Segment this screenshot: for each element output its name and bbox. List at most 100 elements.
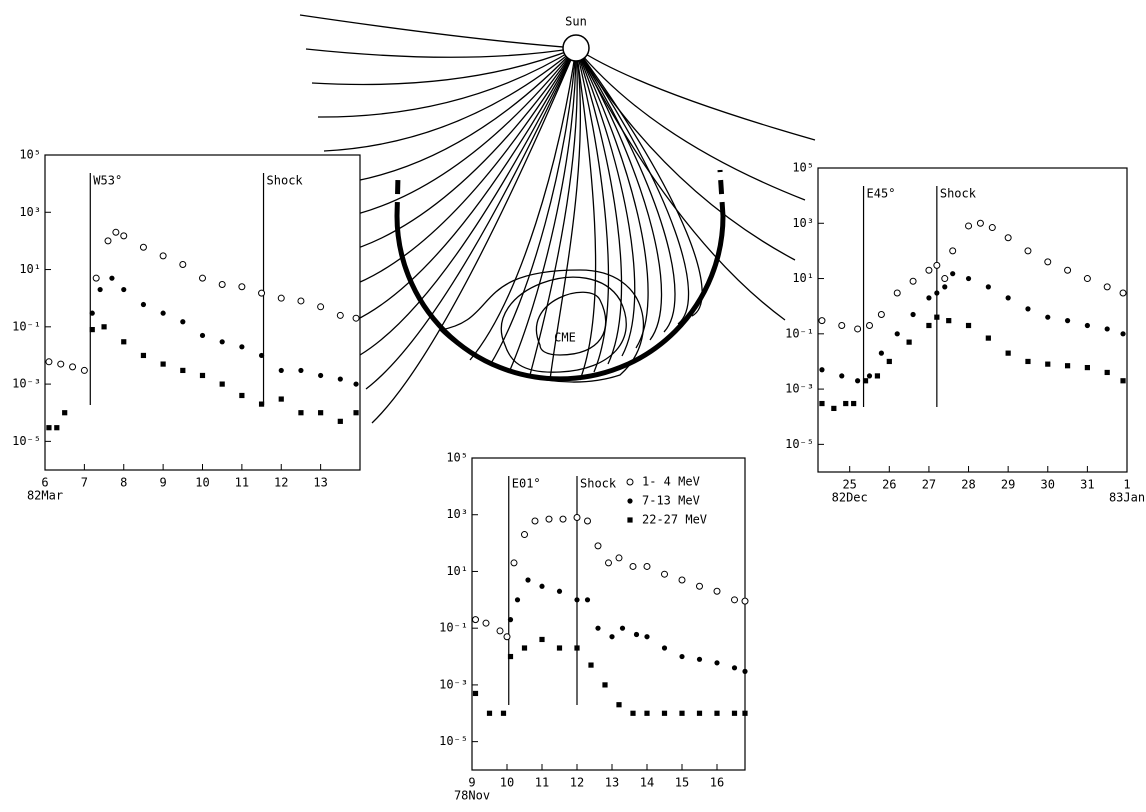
data-point bbox=[317, 303, 325, 311]
data-point bbox=[831, 405, 837, 412]
data-point bbox=[507, 653, 514, 660]
field-line bbox=[341, 47, 577, 254]
data-point bbox=[886, 358, 892, 365]
field-line bbox=[575, 47, 663, 341]
data-point bbox=[556, 645, 563, 651]
data-point bbox=[1064, 318, 1071, 324]
data-point bbox=[219, 339, 225, 345]
data-point bbox=[353, 381, 359, 387]
field-line bbox=[575, 47, 649, 349]
x-tick-label: 29 bbox=[1001, 478, 1015, 492]
x-tick-label: 9 bbox=[468, 776, 475, 790]
y-tick-label: 10³ bbox=[792, 216, 814, 230]
data-point bbox=[906, 339, 912, 345]
field-line bbox=[323, 47, 577, 152]
data-point bbox=[946, 318, 952, 324]
data-point bbox=[1045, 314, 1051, 320]
field-line bbox=[575, 47, 597, 381]
data-point bbox=[539, 636, 545, 643]
x-tick-label: 13 bbox=[313, 476, 327, 490]
data-point bbox=[140, 301, 147, 308]
x-tick-label: 30 bbox=[1041, 478, 1055, 492]
data-point bbox=[934, 314, 940, 320]
data-point bbox=[496, 627, 504, 635]
field-line bbox=[575, 47, 703, 317]
data-point bbox=[985, 335, 991, 341]
data-point bbox=[318, 410, 324, 416]
data-point bbox=[238, 283, 246, 291]
data-point bbox=[482, 619, 490, 627]
data-point bbox=[1044, 258, 1052, 266]
data-point bbox=[714, 660, 720, 666]
data-point bbox=[503, 633, 511, 641]
data-point bbox=[219, 381, 225, 387]
legend-marker bbox=[627, 517, 633, 523]
data-point bbox=[199, 372, 206, 379]
data-point bbox=[521, 531, 528, 539]
data-point bbox=[1045, 361, 1051, 367]
x-tick-label: 11 bbox=[535, 776, 549, 790]
data-point bbox=[615, 554, 623, 562]
data-point bbox=[1004, 234, 1012, 242]
data-point bbox=[180, 367, 186, 374]
field-line bbox=[469, 47, 577, 361]
field-line bbox=[371, 47, 577, 424]
y-tick-label: 10¹ bbox=[446, 564, 468, 578]
data-point bbox=[595, 625, 601, 631]
x-tick-label: 25 bbox=[842, 478, 856, 492]
data-point bbox=[574, 597, 580, 603]
x-tick-label: 26 bbox=[882, 478, 896, 492]
data-point bbox=[855, 378, 861, 384]
date-label: 78Nov bbox=[454, 789, 490, 803]
data-point bbox=[352, 314, 360, 322]
field-line bbox=[317, 47, 577, 118]
sun-label: Sun bbox=[565, 15, 587, 29]
data-point bbox=[80, 366, 88, 374]
field-line bbox=[509, 47, 577, 371]
data-point bbox=[297, 297, 305, 305]
shock-front-dashed bbox=[394, 175, 401, 217]
data-point bbox=[731, 665, 738, 671]
x-tick-label: 6 bbox=[41, 476, 48, 490]
data-point bbox=[545, 515, 553, 523]
data-point bbox=[1104, 326, 1110, 332]
data-point bbox=[574, 645, 580, 651]
data-point bbox=[1083, 275, 1091, 283]
field-line bbox=[575, 47, 636, 357]
data-point bbox=[510, 559, 518, 567]
y-tick-label: 10⁻³ bbox=[12, 377, 41, 391]
data-point bbox=[277, 294, 285, 302]
data-point bbox=[909, 277, 917, 285]
data-point bbox=[54, 425, 60, 431]
data-point bbox=[139, 243, 147, 251]
data-point bbox=[588, 662, 594, 668]
y-tick-label: 10⁵ bbox=[446, 451, 468, 465]
data-point bbox=[713, 587, 721, 595]
data-point bbox=[104, 237, 112, 245]
y-tick-label: 10⁻¹ bbox=[785, 326, 814, 340]
data-point bbox=[893, 289, 901, 297]
data-point bbox=[877, 311, 885, 319]
data-point bbox=[965, 222, 973, 230]
legend-marker bbox=[626, 478, 634, 486]
data-point bbox=[696, 710, 703, 716]
y-tick-label: 10³ bbox=[19, 205, 41, 219]
data-point bbox=[679, 710, 685, 716]
data-point bbox=[819, 400, 825, 407]
data-point bbox=[559, 515, 567, 523]
data-point bbox=[62, 410, 68, 416]
data-point bbox=[843, 400, 849, 407]
x-tick-label: 31 bbox=[1080, 478, 1094, 492]
field-line bbox=[311, 47, 577, 86]
field-line bbox=[347, 47, 577, 288]
x-tick-label: 15 bbox=[675, 776, 689, 790]
field-line bbox=[299, 14, 577, 49]
y-tick-label: 10⁻³ bbox=[785, 382, 814, 396]
data-point bbox=[258, 352, 265, 359]
data-point bbox=[89, 326, 95, 333]
field-line bbox=[329, 47, 577, 186]
data-point bbox=[630, 710, 636, 716]
date-label: 82Dec bbox=[832, 491, 868, 505]
data-point bbox=[661, 570, 668, 578]
